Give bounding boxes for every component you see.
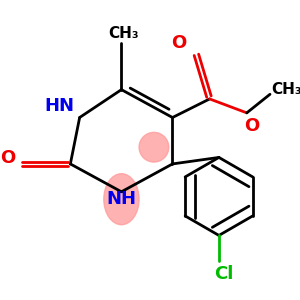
Text: HN: HN <box>44 98 74 116</box>
Text: NH: NH <box>106 190 136 208</box>
Text: O: O <box>1 149 16 167</box>
Text: O: O <box>244 117 259 135</box>
Text: O: O <box>171 34 187 52</box>
Text: Cl: Cl <box>214 266 233 284</box>
Text: CH₃: CH₃ <box>272 82 300 97</box>
Ellipse shape <box>104 174 139 225</box>
Text: CH₃: CH₃ <box>108 26 139 41</box>
Circle shape <box>139 132 169 162</box>
